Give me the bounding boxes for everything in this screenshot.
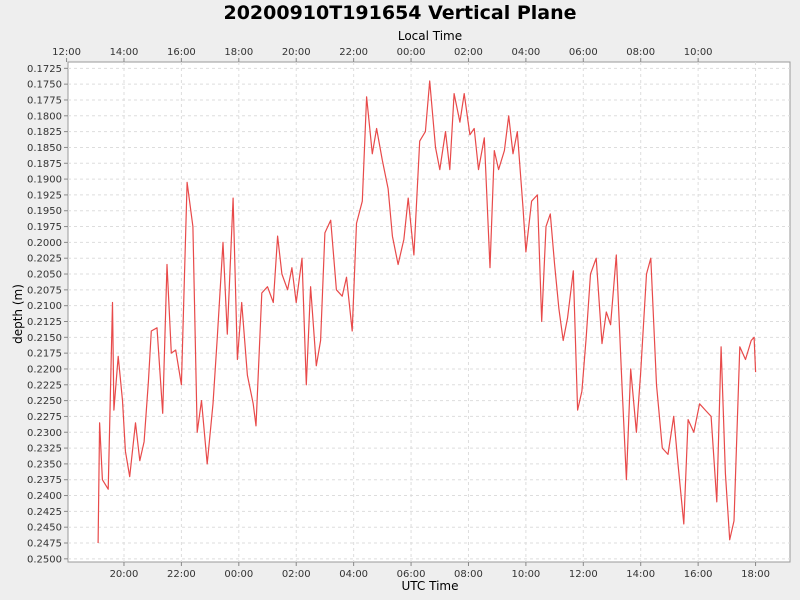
y-tick-label: 0.2475 [27,539,62,550]
x2-tick-label: 20:00 [282,47,311,58]
x-tick-label: 00:00 [224,569,253,580]
chart-title: 20200910T191654 Vertical Plane [223,2,576,24]
x2-tick-label: 04:00 [511,47,540,58]
y-tick-label: 0.2500 [27,554,62,565]
x2-tick-label: 18:00 [224,47,253,58]
x2-tick-label: 14:00 [110,47,139,58]
y-tick-label: 0.1950 [27,206,62,217]
x2-tick-label: 16:00 [167,47,196,58]
y-tick-label: 0.2450 [27,523,62,534]
y-tick-label: 0.2375 [27,475,62,486]
y-tick-label: 0.2425 [27,507,62,518]
y-tick-label: 0.2050 [27,270,62,281]
plot-area [67,61,791,563]
y-tick-label: 0.2000 [27,238,62,249]
x-tick-label: 20:00 [110,569,139,580]
y-tick-label: 0.2225 [27,380,62,391]
x-tick-label: 14:00 [626,569,655,580]
y-tick-label: 0.1875 [27,159,62,170]
x-tick-label: 04:00 [339,569,368,580]
y-tick-label: 0.1900 [27,175,62,186]
y-tick-label: 0.2075 [27,285,62,296]
x-tick-label: 22:00 [167,569,196,580]
y-tick-label: 0.1750 [27,80,62,91]
y-tick-label: 0.2200 [27,364,62,375]
x2-tick-label: 08:00 [626,47,655,58]
x2-tick-label: 10:00 [684,47,713,58]
x2-tick-label: 00:00 [397,47,426,58]
x-tick-label: 16:00 [684,569,713,580]
y-tick-label: 0.1800 [27,111,62,122]
y-axis-label: depth (m) [11,284,25,344]
y-tick-label: 0.2350 [27,459,62,470]
x-tick-label: 08:00 [454,569,483,580]
x-tick-label: 02:00 [282,569,311,580]
x-tick-label: 10:00 [511,569,540,580]
x-axis-label: UTC Time [402,579,459,593]
y-tick-label: 0.1725 [27,64,62,75]
y-tick-label: 0.2300 [27,428,62,439]
y-tick-label: 0.1925 [27,190,62,201]
y-tick-label: 0.2325 [27,444,62,455]
y-tick-label: 0.2275 [27,412,62,423]
y-tick-label: 0.1850 [27,143,62,154]
y-tick-label: 0.2400 [27,491,62,502]
ticks-layer: 0.1725 0.1750 0.1775 0.1800 0.1825 0.1850 0.18… [27,47,770,580]
y-tick-label: 0.1975 [27,222,62,233]
x2-tick-label: 12:00 [52,47,81,58]
y-tick-label: 0.2100 [27,301,62,312]
y-tick-label: 0.2150 [27,333,62,344]
x-tick-label: 06:00 [397,569,426,580]
y-tick-label: 0.2025 [27,254,62,265]
x2-axis-label: Local Time [398,29,462,43]
y-tick-label: 0.1825 [27,127,62,138]
y-tick-label: 0.2250 [27,396,62,407]
y-tick-label: 0.2175 [27,349,62,360]
y-tick-label: 0.1775 [27,95,62,106]
x2-tick-label: 06:00 [569,47,598,58]
x-tick-label: 18:00 [741,569,770,580]
x-tick-label: 12:00 [569,569,598,580]
series-layer [97,80,757,544]
depth-series-line [97,80,757,544]
x2-tick-label: 02:00 [454,47,483,58]
x2-tick-label: 22:00 [339,47,368,58]
y-tick-label: 0.2125 [27,317,62,328]
